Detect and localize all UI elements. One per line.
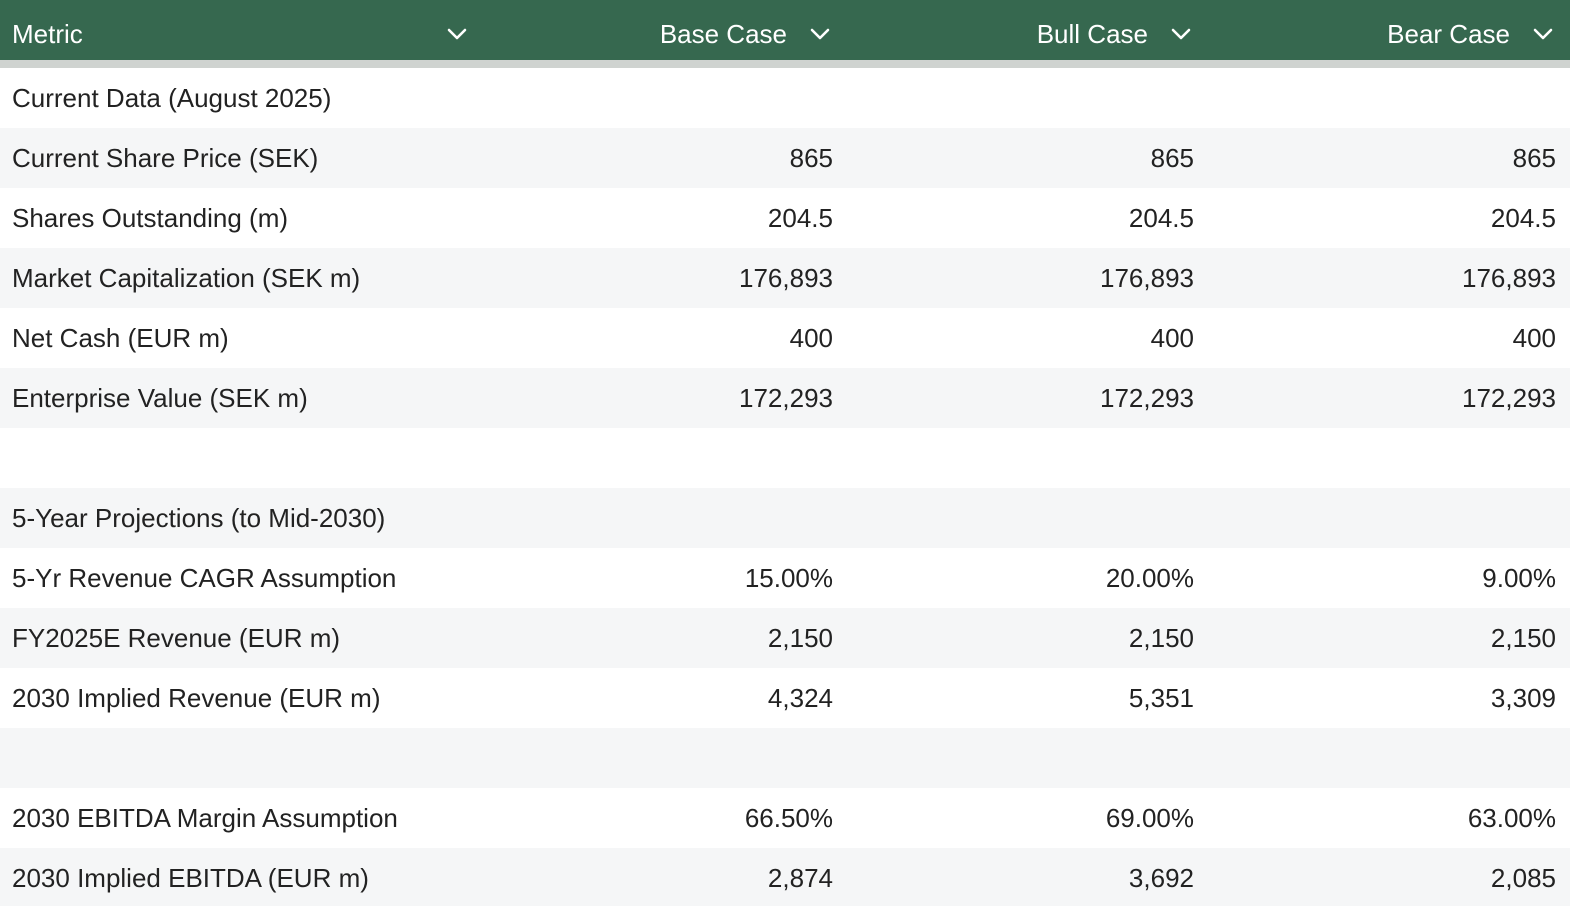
- bull-case-cell: 5,351: [1128, 682, 1194, 713]
- base-case-cell: 865: [789, 142, 833, 173]
- table-row: Enterprise Value (SEK m) 172,293 172,293…: [0, 368, 1570, 428]
- base-case-cell: 172,293: [739, 382, 833, 413]
- table-body: Current Data (August 2025) Current Share…: [0, 68, 1570, 906]
- base-case-cell: 15.00%: [744, 562, 833, 593]
- chevron-down-icon[interactable]: [446, 23, 468, 45]
- base-case-cell: 66.50%: [744, 802, 833, 833]
- table-row: Current Data (August 2025): [0, 68, 1570, 128]
- metric-cell: 2030 Implied EBITDA (EUR m): [12, 862, 369, 893]
- table-row: Current Share Price (SEK) 865 865 865: [0, 128, 1570, 188]
- header-divider: [0, 60, 1570, 68]
- column-header-label: Bear Case: [1387, 18, 1510, 49]
- metric-cell: 2030 EBITDA Margin Assumption: [12, 802, 398, 833]
- metric-cell: FY2025E Revenue (EUR m): [12, 622, 341, 653]
- table-row: 2030 Implied Revenue (EUR m) 4,324 5,351…: [0, 668, 1570, 728]
- base-case-cell: 4,324: [767, 682, 833, 713]
- column-header-metric[interactable]: Metric: [0, 14, 478, 54]
- metric-cell: Market Capitalization (SEK m): [12, 262, 361, 293]
- bull-case-cell: 3,692: [1128, 862, 1194, 893]
- column-header-label: Base Case: [659, 18, 787, 49]
- column-header-label: Bull Case: [1036, 18, 1148, 49]
- chevron-down-icon[interactable]: [1170, 23, 1192, 45]
- base-case-cell: 2,150: [767, 622, 833, 653]
- bear-case-cell: 9.00%: [1482, 562, 1556, 593]
- bull-case-cell: 69.00%: [1105, 802, 1194, 833]
- bear-case-cell: 2,085: [1490, 862, 1556, 893]
- column-header-bull-case[interactable]: Bull Case: [839, 14, 1200, 54]
- base-case-cell: 2,874: [767, 862, 833, 893]
- metric-cell: 2030 Implied Revenue (EUR m): [12, 682, 381, 713]
- table-row: 2030 Implied EBITDA (EUR m) 2,874 3,692 …: [0, 848, 1570, 906]
- base-case-cell: 204.5: [767, 202, 833, 233]
- column-header-label: Metric: [12, 18, 83, 49]
- table-row: 5-Yr Revenue CAGR Assumption 15.00% 20.0…: [0, 548, 1570, 608]
- bull-case-cell: 176,893: [1100, 262, 1194, 293]
- chevron-down-icon[interactable]: [809, 23, 831, 45]
- metric-cell: Net Cash (EUR m): [12, 322, 229, 353]
- table-row: [0, 728, 1570, 788]
- table-row: Market Capitalization (SEK m) 176,893 17…: [0, 248, 1570, 308]
- table-row: FY2025E Revenue (EUR m) 2,150 2,150 2,15…: [0, 608, 1570, 668]
- table-row: Net Cash (EUR m) 400 400 400: [0, 308, 1570, 368]
- metric-cell: Current Share Price (SEK): [12, 142, 319, 173]
- chevron-down-icon[interactable]: [1532, 23, 1554, 45]
- table-header: Metric Base Case Bull Case Bear Case: [0, 0, 1570, 60]
- column-header-bear-case[interactable]: Bear Case: [1200, 14, 1570, 54]
- bull-case-cell: 20.00%: [1105, 562, 1194, 593]
- bear-case-cell: 2,150: [1490, 622, 1556, 653]
- bull-case-cell: 204.5: [1128, 202, 1194, 233]
- bull-case-cell: 2,150: [1128, 622, 1194, 653]
- metric-cell: Enterprise Value (SEK m): [12, 382, 308, 413]
- bear-case-cell: 3,309: [1490, 682, 1556, 713]
- metric-cell: Current Data (August 2025): [12, 82, 332, 113]
- bear-case-cell: 172,293: [1462, 382, 1556, 413]
- metric-cell: 5-Year Projections (to Mid-2030): [12, 502, 386, 533]
- column-header-base-case[interactable]: Base Case: [478, 14, 839, 54]
- table-row: 2030 EBITDA Margin Assumption 66.50% 69.…: [0, 788, 1570, 848]
- bear-case-cell: 400: [1512, 322, 1556, 353]
- bull-case-cell: 865: [1150, 142, 1194, 173]
- bear-case-cell: 204.5: [1490, 202, 1556, 233]
- metric-cell: Shares Outstanding (m): [12, 202, 289, 233]
- table-row: [0, 428, 1570, 488]
- base-case-cell: 176,893: [739, 262, 833, 293]
- base-case-cell: 400: [789, 322, 833, 353]
- metric-cell: 5-Yr Revenue CAGR Assumption: [12, 562, 397, 593]
- bear-case-cell: 865: [1512, 142, 1556, 173]
- bear-case-cell: 63.00%: [1467, 802, 1556, 833]
- bull-case-cell: 400: [1150, 322, 1194, 353]
- bull-case-cell: 172,293: [1100, 382, 1194, 413]
- bear-case-cell: 176,893: [1462, 262, 1556, 293]
- table-row: 5-Year Projections (to Mid-2030): [0, 488, 1570, 548]
- table-row: Shares Outstanding (m) 204.5 204.5 204.5: [0, 188, 1570, 248]
